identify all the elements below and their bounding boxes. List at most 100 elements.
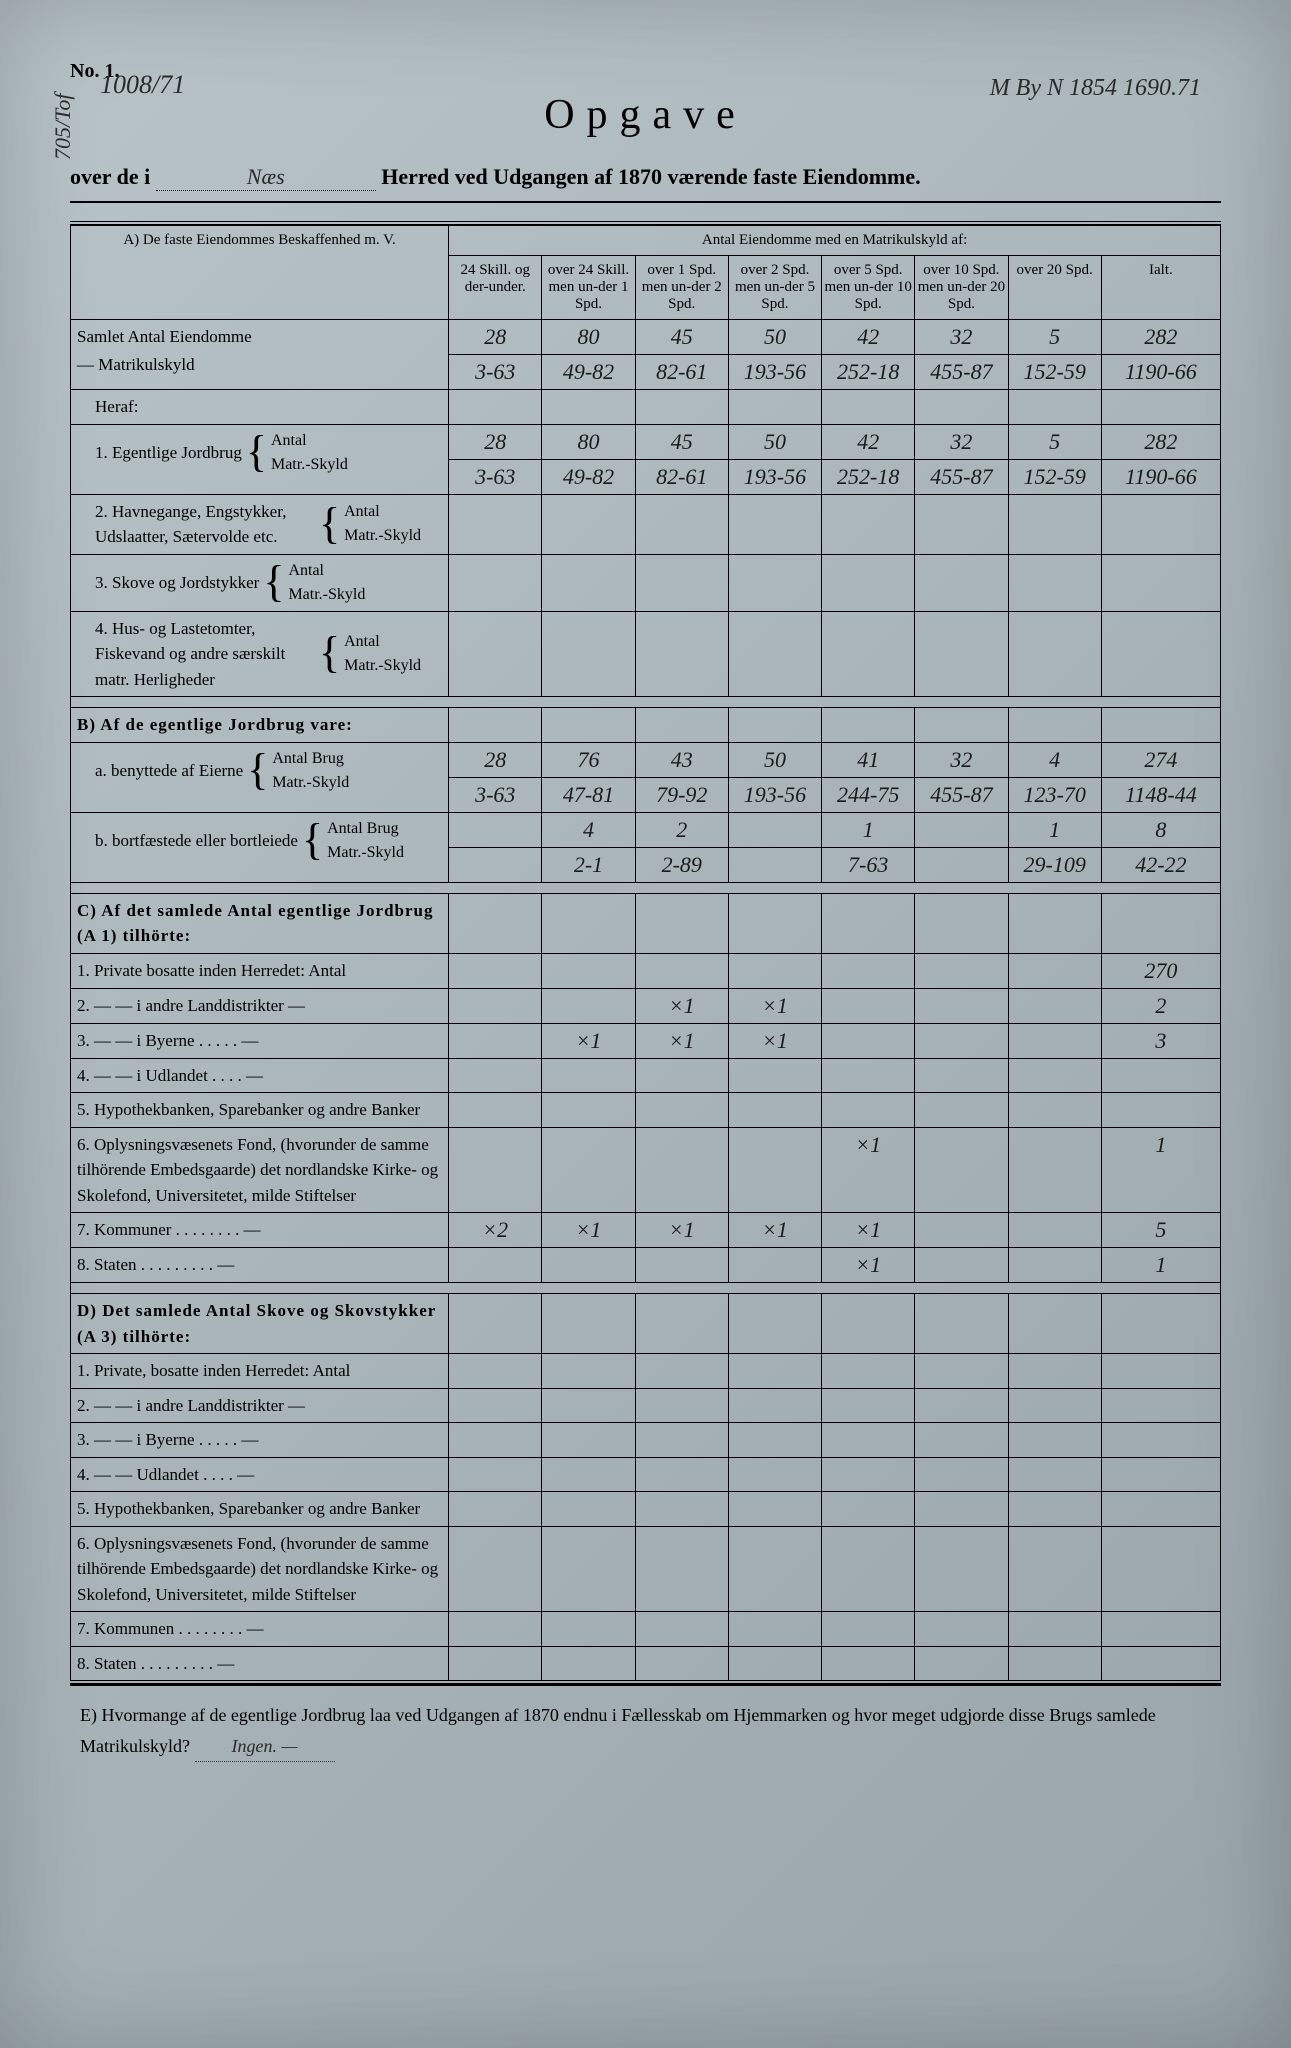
cell: 50 bbox=[728, 742, 821, 777]
cell: 3-63 bbox=[449, 355, 542, 390]
cell: 1148-44 bbox=[1101, 777, 1220, 812]
d5-label: 5. Hypothekbanken, Sparebanker og andre … bbox=[71, 1492, 449, 1527]
d4-label: 4. — — Udlandet . . . . — bbox=[71, 1457, 449, 1492]
cell: 252-18 bbox=[822, 355, 915, 390]
cell: ×1 bbox=[822, 1248, 915, 1283]
cell: 152-59 bbox=[1008, 355, 1101, 390]
c5-label: 5. Hypothekbanken, Sparebanker og andre … bbox=[71, 1093, 449, 1128]
bb-label: b. bortfæstede eller bortleiede bbox=[77, 828, 298, 854]
col-group-header: Antal Eiendomme med en Matrikulskyld af: bbox=[449, 226, 1221, 256]
row-c2: 2. — — i andre Landdistrikter — ×1 ×1 2 bbox=[71, 988, 1221, 1023]
cell bbox=[449, 988, 542, 1023]
cell bbox=[449, 812, 542, 847]
cell bbox=[449, 953, 542, 988]
cell: 152-59 bbox=[1008, 459, 1101, 494]
cell bbox=[728, 1127, 821, 1213]
cell: 8 bbox=[1101, 812, 1220, 847]
row-d6: 6. Oplysningsvæsenets Fond, (hvorunder d… bbox=[71, 1526, 1221, 1612]
cell: 4 bbox=[542, 812, 635, 847]
cell bbox=[449, 847, 542, 882]
cell: 455-87 bbox=[915, 777, 1008, 812]
cell: 3-63 bbox=[449, 459, 542, 494]
cell: 455-87 bbox=[915, 355, 1008, 390]
row-d5: 5. Hypothekbanken, Sparebanker og andre … bbox=[71, 1492, 1221, 1527]
col-4: over 2 Spd. men un-der 5 Spd. bbox=[728, 256, 821, 320]
cell bbox=[915, 988, 1008, 1023]
d3-label: 3. — — i Byerne . . . . . — bbox=[71, 1423, 449, 1458]
matrik-label: — Matrikulskyld bbox=[77, 352, 442, 378]
cell: 4 bbox=[1008, 742, 1101, 777]
col-2: over 24 Skill. men un-der 1 Spd. bbox=[542, 256, 635, 320]
cell bbox=[635, 1127, 728, 1213]
cell: ×1 bbox=[635, 1023, 728, 1058]
sub-antal: Antal Brug bbox=[327, 817, 404, 841]
cell bbox=[1008, 953, 1101, 988]
cell bbox=[915, 847, 1008, 882]
subtitle: over de i Næs Herred ved Udgangen af 187… bbox=[70, 164, 1221, 203]
cell: 82-61 bbox=[635, 459, 728, 494]
sub-skyld: Matr.-Skyld bbox=[327, 841, 404, 865]
cell: 43 bbox=[635, 742, 728, 777]
cell: 49-82 bbox=[542, 459, 635, 494]
cell: 2-1 bbox=[542, 847, 635, 882]
cell: 47-81 bbox=[542, 777, 635, 812]
sub-antal: Antal Brug bbox=[272, 747, 349, 771]
cell: 80 bbox=[542, 320, 635, 355]
samlet-label: Samlet Antal Eiendomme bbox=[77, 324, 442, 350]
subtitle-prefix: over de i bbox=[70, 164, 150, 189]
cell: 76 bbox=[542, 742, 635, 777]
row-c7: 7. Kommuner . . . . . . . . — ×2 ×1 ×1 ×… bbox=[71, 1213, 1221, 1248]
sub-skyld: Matr.-Skyld bbox=[344, 524, 421, 548]
cell: 49-82 bbox=[542, 355, 635, 390]
cell bbox=[542, 1127, 635, 1213]
cell: 244-75 bbox=[822, 777, 915, 812]
e-answer: Ingen. — bbox=[195, 1731, 335, 1763]
row-b-header: B) Af de egentlige Jordbrug vare: bbox=[71, 708, 1221, 743]
cell bbox=[542, 953, 635, 988]
row-c3: 3. — — i Byerne . . . . . — ×1 ×1 ×1 3 bbox=[71, 1023, 1221, 1058]
cell: 1190-66 bbox=[1101, 355, 1220, 390]
cell: ×1 bbox=[635, 988, 728, 1023]
sub-antal: Antal bbox=[271, 429, 348, 453]
d6-label: 6. Oplysningsvæsenets Fond, (hvorunder d… bbox=[71, 1526, 449, 1612]
a2-label: 2. Havnegange, Engstykker, Udslaatter, S… bbox=[77, 499, 315, 550]
cell: 41 bbox=[822, 742, 915, 777]
cell: 1 bbox=[822, 812, 915, 847]
cell bbox=[915, 1127, 1008, 1213]
cell bbox=[915, 812, 1008, 847]
cell: 50 bbox=[728, 424, 821, 459]
cell: 5 bbox=[1008, 424, 1101, 459]
cell: 1 bbox=[1008, 812, 1101, 847]
cell: ×1 bbox=[728, 988, 821, 1023]
row-d7: 7. Kommunen . . . . . . . . — bbox=[71, 1612, 1221, 1647]
cell: 282 bbox=[1101, 424, 1220, 459]
cell bbox=[1008, 1023, 1101, 1058]
col-1: 24 Skill. og der-under. bbox=[449, 256, 542, 320]
d-header: D) Det samlede Antal Skove og Skovstykke… bbox=[71, 1294, 449, 1354]
main-table: A) De faste Eiendommes Beskaffenhed m. V… bbox=[70, 225, 1221, 1684]
row-d4: 4. — — Udlandet . . . . — bbox=[71, 1457, 1221, 1492]
col-total: Ialt. bbox=[1101, 256, 1220, 320]
sub-antal: Antal bbox=[344, 630, 421, 654]
c3-label: 3. — — i Byerne . . . . . — bbox=[71, 1023, 449, 1058]
cell: 282 bbox=[1101, 320, 1220, 355]
cell: ×1 bbox=[822, 1127, 915, 1213]
cell bbox=[542, 988, 635, 1023]
cell bbox=[728, 812, 821, 847]
cell bbox=[1008, 1127, 1101, 1213]
row-d-header: D) Det samlede Antal Skove og Skovstykke… bbox=[71, 1294, 1221, 1354]
annotation-top-right: M By N 1854 1690.71 bbox=[990, 75, 1201, 102]
col-6: over 10 Spd. men un-der 20 Spd. bbox=[915, 256, 1008, 320]
d1-label: 1. Private, bosatte inden Herredet: Anta… bbox=[71, 1354, 449, 1389]
cell: 1 bbox=[1101, 1248, 1220, 1283]
cell bbox=[635, 1248, 728, 1283]
cell: 193-56 bbox=[728, 355, 821, 390]
c6-label: 6. Oplysningsvæsenets Fond, (hvorunder d… bbox=[71, 1127, 449, 1213]
cell: 42-22 bbox=[1101, 847, 1220, 882]
cell: 28 bbox=[449, 742, 542, 777]
cell: 123-70 bbox=[1008, 777, 1101, 812]
cell bbox=[728, 1248, 821, 1283]
sub-skyld: Matr.-Skyld bbox=[271, 453, 348, 477]
cell bbox=[542, 1248, 635, 1283]
cell: 274 bbox=[1101, 742, 1220, 777]
